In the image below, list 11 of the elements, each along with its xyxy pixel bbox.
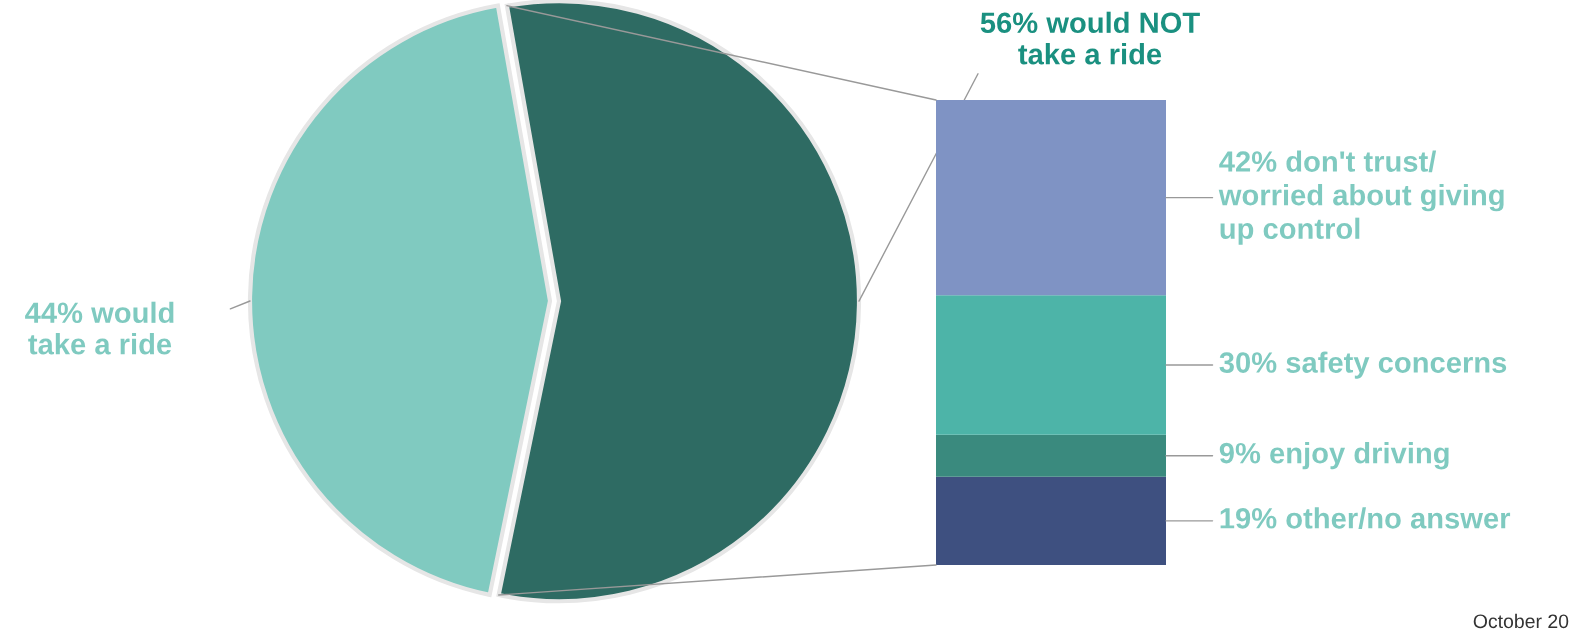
bar (936, 434, 1166, 477)
slice-label: 44% would take a ride (25, 301, 174, 355)
slice-label: 56% would NOT take a ride (980, 11, 1200, 65)
bar (936, 476, 1166, 565)
bar (936, 295, 1166, 435)
data-label: 30% safety concerns (1219, 351, 1507, 379)
data-label: 42% don't trust/ worried about giving up control (1218, 150, 1504, 245)
data-label: 9% enjoy driving (1219, 442, 1449, 470)
bar (936, 100, 1166, 296)
text: October 20 (1473, 613, 1569, 629)
data-label: 19% other/no answer (1220, 507, 1511, 529)
